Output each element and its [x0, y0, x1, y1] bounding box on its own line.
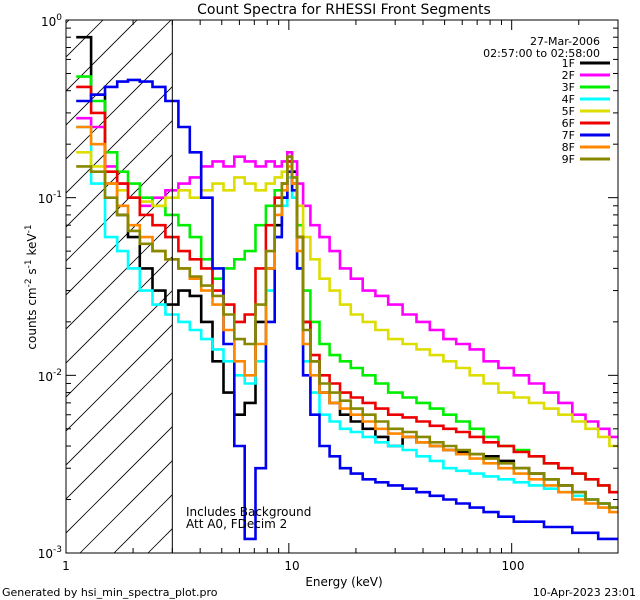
series-6F-line: [76, 85, 618, 494]
series-1F-line: [76, 35, 618, 509]
hatch-line: [352, 0, 640, 553]
x-axis: [65, 20, 619, 553]
legend-time-range: 02:57:00 to 02:58:00: [483, 47, 600, 60]
legend-date: 27-Mar-2006: [530, 35, 600, 48]
x-tick-label-1: 1: [62, 559, 70, 573]
legend-label-7F: 7F: [562, 129, 575, 142]
chart-title: Count Spectra for RHESSI Front Segments: [197, 2, 491, 18]
hatch-line: [66, 154, 173, 262]
series-5F-line: [76, 151, 618, 448]
hatch-line: [66, 256, 173, 364]
legend-label-8F: 8F: [562, 141, 575, 154]
hatch-line: [66, 188, 173, 296]
footer-timestamp: 10-Apr-2023 23:01: [533, 586, 636, 599]
y-tick-label-1e-3: 10-3: [38, 545, 62, 561]
x-axis-label: Energy (keV): [305, 575, 382, 589]
legend-label-9F: 9F: [562, 153, 575, 166]
legend-label-4F: 4F: [562, 93, 575, 106]
y-tick-label-1e-1: 10-1: [38, 190, 62, 206]
hatch-line: [66, 426, 173, 534]
hatch-line: [216, 0, 640, 553]
legend-label-5F: 5F: [562, 105, 575, 118]
plot-frame: [65, 19, 619, 554]
hatch-line: [250, 0, 640, 553]
series-8F-line: [76, 125, 618, 514]
hatch-line: [66, 20, 138, 92]
series-7F-line: [76, 78, 618, 541]
hatch-line: [66, 290, 173, 398]
hatch-line: [318, 0, 640, 553]
footer-generated-by: Generated by hsi_min_spectra_plot.pro: [2, 586, 218, 599]
series-9F-line: [76, 155, 618, 509]
y-axis: [66, 19, 618, 554]
series-2F-line: [76, 116, 618, 439]
hatch-line: [66, 52, 173, 160]
hatch-line: [66, 392, 173, 500]
y-tick-label-1e-2: 10-2: [38, 368, 62, 384]
legend-label-2F: 2F: [562, 69, 575, 82]
hatch-line: [79, 460, 173, 553]
series-4F-line: [76, 125, 618, 509]
hatch-line: [66, 222, 173, 330]
x-tick-label-100: 100: [502, 559, 525, 573]
x-tick-label-10: 10: [284, 559, 299, 573]
y-tick-label-1e0: 100: [41, 13, 62, 29]
legend-label-1F: 1F: [562, 57, 575, 70]
hatch-line: [66, 358, 173, 466]
legend-label-6F: 6F: [562, 117, 575, 130]
annotation-attenuator: Att A0, FDecim 2: [186, 517, 287, 531]
hatch-line: [66, 324, 173, 432]
legend-label-3F: 3F: [562, 81, 575, 94]
y-axis-label: counts cm-2 s-1 keV-1: [24, 224, 39, 349]
hatch-line: [66, 20, 104, 58]
hatch-line: [66, 20, 70, 24]
hatch-line: [66, 86, 173, 194]
annotation-background: Includes Background: [186, 505, 311, 519]
hatch-line: [0, 0, 28, 553]
